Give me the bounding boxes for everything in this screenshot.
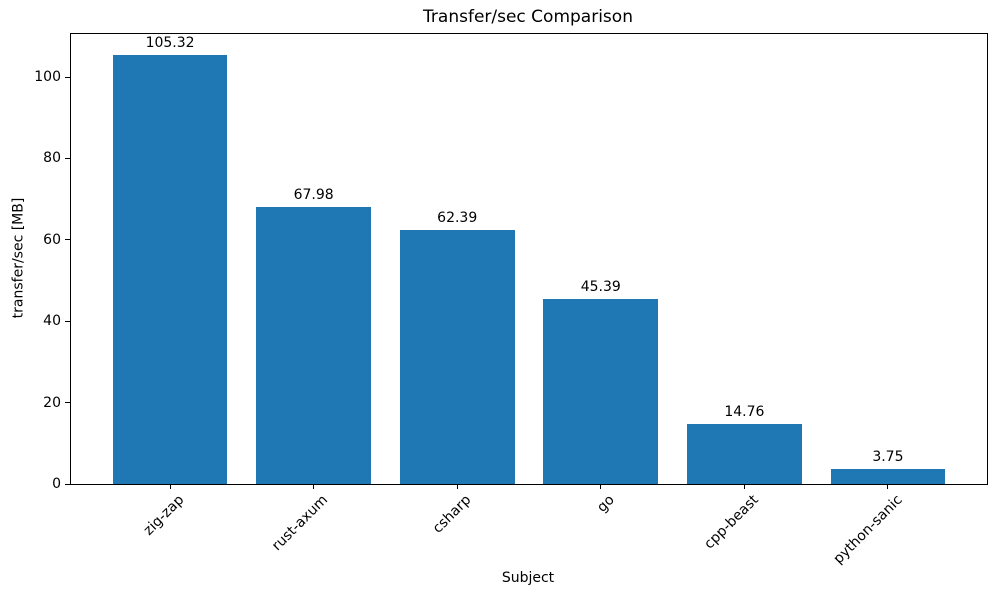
y-tick-label: 20 [43,394,61,411]
y-tick-label: 80 [43,150,61,167]
x-tick-mark [456,484,458,489]
bar [399,230,515,484]
bar-value-label: 3.75 [872,448,904,465]
x-tick-label: cpp-beast [701,492,762,553]
x-axis-title: Subject [501,570,555,586]
y-tick-label: 100 [34,69,61,86]
x-tick-mark [313,484,315,489]
y-tick-label: 0 [52,476,61,492]
bar-value-label: 45.39 [580,279,621,296]
x-tick-mark [743,484,745,489]
bar [256,207,372,484]
x-tick-label: python-sanic [830,492,906,568]
y-axis-title-wrap: transfer/sec [MB] [6,33,30,483]
y-tick-mark [65,483,70,485]
bar [686,423,802,484]
y-tick-label: 40 [43,313,61,330]
bar [543,299,659,484]
bar-value-label: 62.39 [437,210,478,227]
x-tick-label: zig-zap [140,492,188,539]
x-tick-label: csharp [429,492,475,537]
y-tick-mark [65,402,70,404]
bar [830,468,946,484]
x-tick-mark [600,484,602,489]
y-axis-title: transfer/sec [MB] [10,197,27,319]
y-tick-mark [65,76,70,78]
plot-area: 0 20 40 60 80 100 105.32 zig-zap 67.98 rust-axum 6… [34,33,988,567]
bar [112,55,228,484]
x-tick-mark [887,484,889,489]
y-tick-label: 60 [43,231,61,248]
y-tick-mark [65,239,70,241]
bar-value-label: 67.98 [293,187,334,204]
bar-value-label: 105.32 [145,35,195,52]
chart-title: Transfer/sec Comparison [423,7,633,27]
y-tick-mark [65,320,70,322]
y-tick-mark [65,157,70,159]
x-tick-mark [169,484,171,489]
bar-value-label: 14.76 [724,403,765,420]
x-tick-label: go [594,492,619,516]
x-tick-label: rust-axum [268,492,331,555]
